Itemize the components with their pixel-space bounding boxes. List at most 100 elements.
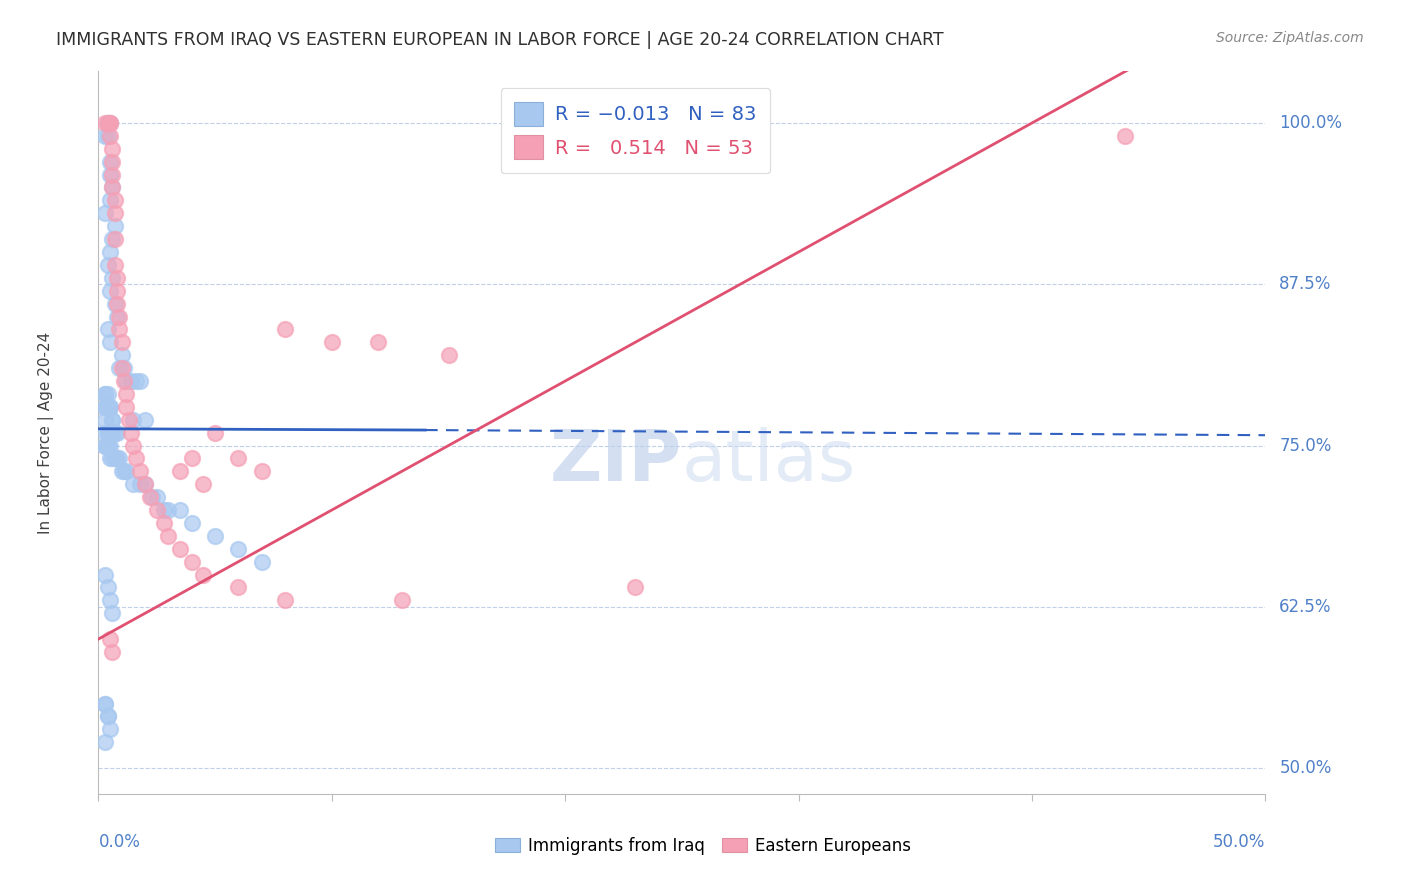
Point <box>101 413 124 427</box>
Point <box>146 490 169 504</box>
Point <box>98 451 121 466</box>
Point <box>169 464 191 478</box>
Point <box>94 387 117 401</box>
Point <box>180 451 202 466</box>
Text: In Labor Force | Age 20-24: In Labor Force | Age 20-24 <box>38 332 53 533</box>
Point <box>101 154 124 169</box>
Point <box>104 451 127 466</box>
Point <box>97 322 120 336</box>
Point <box>367 335 389 350</box>
Legend: Immigrants from Iraq, Eastern Europeans: Immigrants from Iraq, Eastern Europeans <box>488 830 918 862</box>
Point <box>98 168 121 182</box>
Point <box>112 464 135 478</box>
Point <box>98 154 121 169</box>
Point <box>101 142 124 156</box>
Point <box>115 374 138 388</box>
Point <box>104 296 127 310</box>
Point <box>104 425 127 440</box>
Legend: R = −0.013   N = 83, R =   0.514   N = 53: R = −0.013 N = 83, R = 0.514 N = 53 <box>501 88 770 173</box>
Point <box>97 387 120 401</box>
Point <box>105 425 128 440</box>
Point <box>105 270 128 285</box>
Point <box>108 361 131 376</box>
Text: Source: ZipAtlas.com: Source: ZipAtlas.com <box>1216 31 1364 45</box>
Point <box>94 400 117 414</box>
Point <box>204 425 226 440</box>
Point <box>98 116 121 130</box>
Point <box>94 438 117 452</box>
Point <box>120 425 142 440</box>
Point <box>98 632 121 646</box>
Point <box>101 425 124 440</box>
Point <box>152 516 174 530</box>
Point <box>94 697 117 711</box>
Point <box>146 503 169 517</box>
Point <box>98 438 121 452</box>
Text: 62.5%: 62.5% <box>1279 598 1331 615</box>
Text: 87.5%: 87.5% <box>1279 276 1331 293</box>
Point <box>115 387 138 401</box>
Point <box>94 206 117 220</box>
Point <box>321 335 343 350</box>
Point <box>624 581 647 595</box>
Text: 0.0%: 0.0% <box>98 833 141 851</box>
Point <box>1114 128 1136 143</box>
Point <box>98 116 121 130</box>
Point <box>104 258 127 272</box>
Point <box>104 232 127 246</box>
Point <box>105 310 128 324</box>
Point <box>97 425 120 440</box>
Point <box>97 425 120 440</box>
Point <box>104 206 127 220</box>
Point <box>94 438 117 452</box>
Point <box>101 232 124 246</box>
Point <box>94 425 117 440</box>
Point <box>97 438 120 452</box>
Point <box>97 128 120 143</box>
Point <box>122 413 145 427</box>
Point <box>112 374 135 388</box>
Point <box>193 477 215 491</box>
Point <box>111 464 134 478</box>
Point <box>101 451 124 466</box>
Point <box>115 464 138 478</box>
Point <box>97 400 120 414</box>
Point <box>118 413 141 427</box>
Text: IMMIGRANTS FROM IRAQ VS EASTERN EUROPEAN IN LABOR FORCE | AGE 20-24 CORRELATION : IMMIGRANTS FROM IRAQ VS EASTERN EUROPEAN… <box>56 31 943 49</box>
Point <box>228 581 250 595</box>
Point <box>101 180 124 194</box>
Point <box>152 503 174 517</box>
Point <box>98 723 121 737</box>
Point <box>120 374 142 388</box>
Point <box>105 451 128 466</box>
Point <box>98 400 121 414</box>
Point <box>98 128 121 143</box>
Point <box>101 645 124 659</box>
Point <box>105 296 128 310</box>
Point <box>97 116 120 130</box>
Point <box>204 529 226 543</box>
Point <box>94 400 117 414</box>
Point <box>101 168 124 182</box>
Point <box>125 374 148 388</box>
Point <box>97 709 120 723</box>
Point <box>139 490 162 504</box>
Point <box>228 541 250 556</box>
Point <box>94 413 117 427</box>
Point <box>134 477 156 491</box>
Point <box>104 219 127 234</box>
Point <box>169 541 191 556</box>
Point <box>115 400 138 414</box>
Point <box>134 477 156 491</box>
Point <box>97 258 120 272</box>
Point <box>101 413 124 427</box>
Point <box>94 567 117 582</box>
Text: 75.0%: 75.0% <box>1279 436 1331 455</box>
Point <box>94 697 117 711</box>
Point <box>274 322 297 336</box>
Point <box>104 194 127 208</box>
Point <box>97 116 120 130</box>
Point <box>129 374 152 388</box>
Point <box>98 284 121 298</box>
Point <box>101 607 124 621</box>
